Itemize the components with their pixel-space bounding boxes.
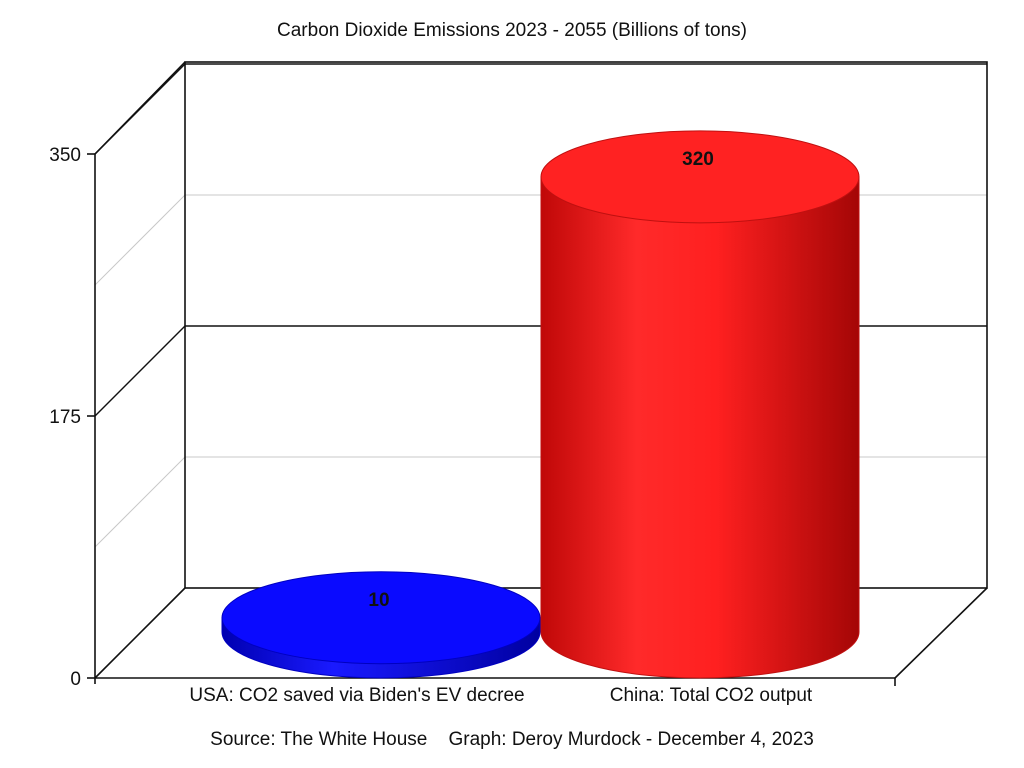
data-label: 10	[368, 590, 389, 611]
data-labels: 10 320	[368, 149, 713, 611]
bar-top	[221, 571, 541, 665]
minor-gridline-side	[94, 194, 186, 286]
x-tick-label-china: China: Total CO2 output	[610, 685, 813, 706]
y-tick-label: 350	[49, 145, 81, 166]
chart-frame	[94, 61, 988, 686]
chart-title: Carbon Dioxide Emissions 2023 - 2055 (Bi…	[277, 20, 747, 41]
y-axis: 0 175 350	[49, 145, 95, 690]
chart-footnote: Source: The White House Graph: Deroy Mur…	[210, 729, 814, 750]
left-wall-top-edge	[94, 61, 186, 155]
minor-gridline-side	[94, 456, 186, 548]
data-label: 320	[682, 149, 714, 170]
bar-body	[540, 176, 860, 679]
bar	[540, 130, 860, 679]
x-tick-label-usa: USA: CO2 saved via Biden's EV decree	[189, 685, 524, 706]
bar-top	[540, 130, 860, 224]
y-tick-label: 0	[70, 669, 81, 690]
bars	[221, 130, 860, 679]
floor-left-edge	[94, 587, 186, 679]
y-tick-label: 175	[49, 407, 81, 428]
major-gridline-side	[94, 325, 186, 417]
floor-right-edge	[894, 587, 988, 679]
bar	[221, 571, 541, 679]
